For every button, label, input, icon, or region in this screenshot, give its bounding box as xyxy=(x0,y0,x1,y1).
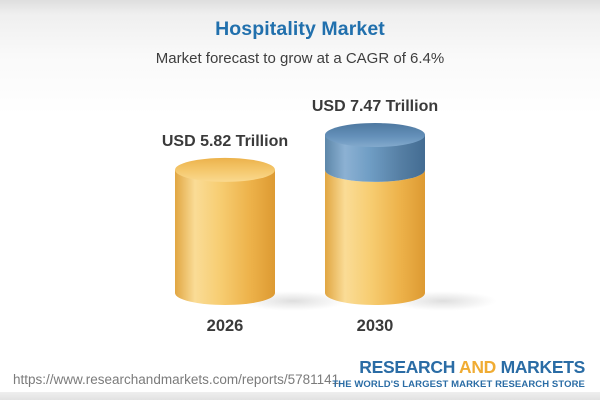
value-label-2026: USD 5.82 Trillion xyxy=(161,132,289,150)
cylinder-segment-growth xyxy=(325,135,425,182)
logo-word-and: AND xyxy=(458,357,496,377)
cylinder-segment-base xyxy=(325,169,425,305)
logo-word-markets: MARKETS xyxy=(500,357,586,377)
logo-word-research: RESEARCH xyxy=(359,357,456,377)
logo-tagline: THE WORLD'S LARGEST MARKET RESEARCH STOR… xyxy=(332,378,585,390)
category-label-2030: 2030 xyxy=(356,317,394,335)
bottom-edge-strip xyxy=(0,392,600,400)
chart-title: Hospitality Market xyxy=(215,18,385,40)
report-url-link[interactable]: https://www.researchandmarkets.com/repor… xyxy=(13,372,340,387)
cylinder-top-base xyxy=(175,157,275,182)
chart-subtitle: Market forecast to grow at a CAGR of 6.4… xyxy=(155,50,445,67)
header: Hospitality Market Market forecast to gr… xyxy=(0,0,600,67)
research-and-markets-logo[interactable]: RESEARCH AND MARKETS THE WORLD'S LARGEST… xyxy=(332,357,586,390)
category-label-2026: 2026 xyxy=(206,317,244,335)
logo-wordmark: RESEARCH AND MARKETS xyxy=(332,357,586,377)
value-label-2030: USD 7.47 Trillion xyxy=(311,98,439,115)
cylinder-top-growth xyxy=(325,123,425,147)
cylinder-segment-base xyxy=(175,169,275,305)
